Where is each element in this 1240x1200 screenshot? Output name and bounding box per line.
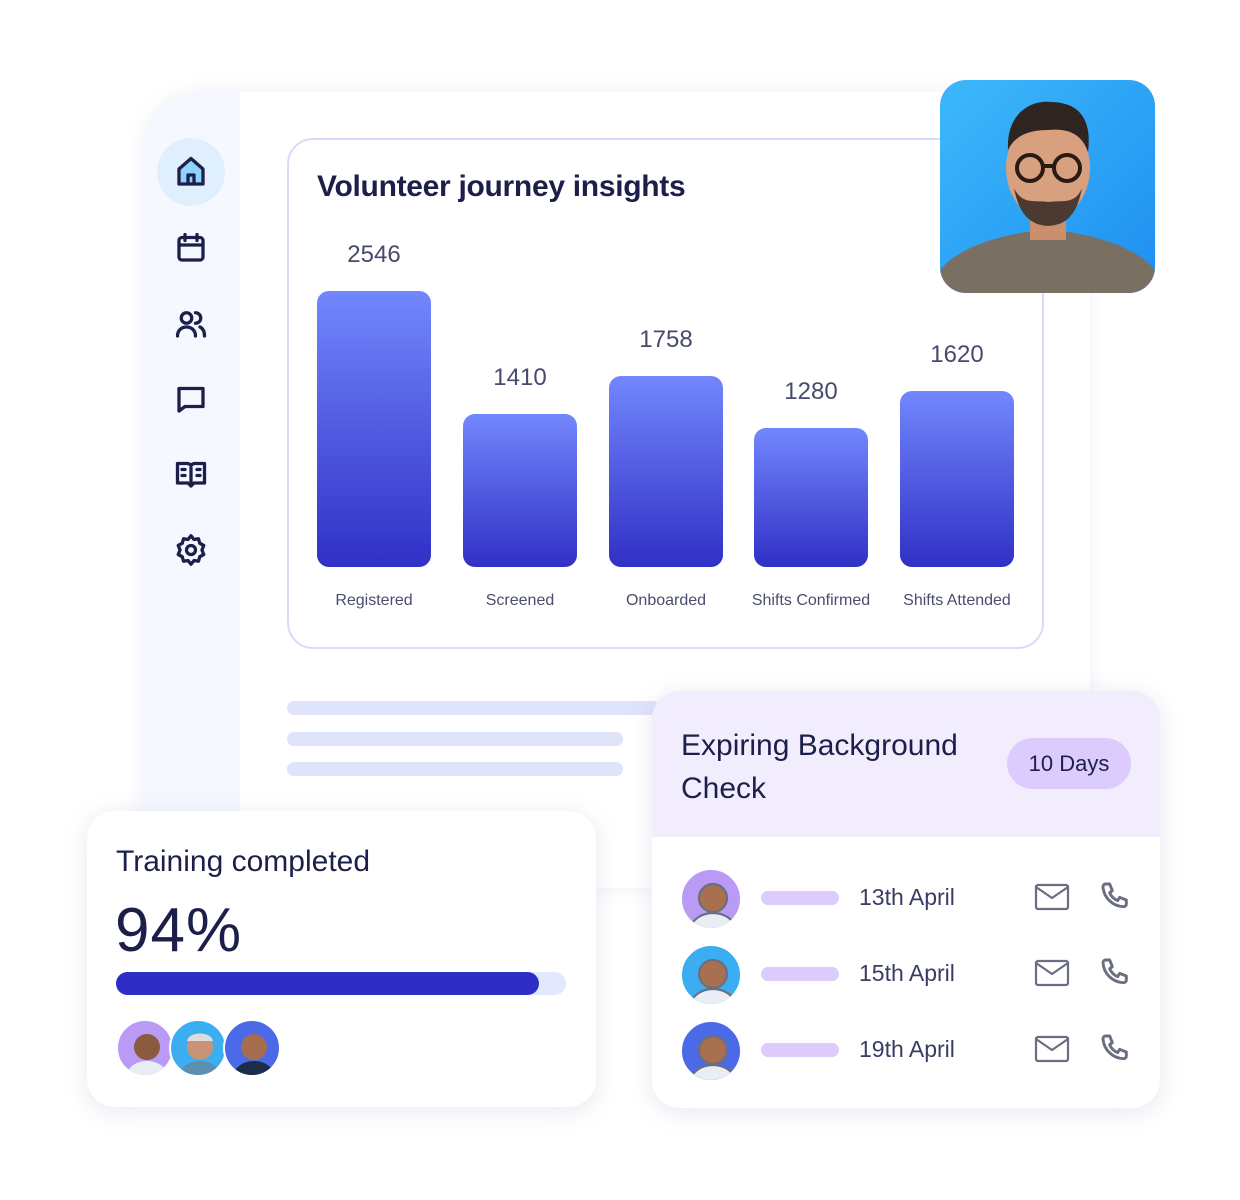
person-avatar [688,1034,738,1080]
category-label: Screened [485,592,555,609]
bar-value-label: 2546 [347,241,401,268]
list-item: 13th April [652,866,1160,930]
person-avatar [125,1034,169,1075]
home-icon [177,156,205,186]
person-avatar [688,958,738,1004]
category-label: Onboarded [625,592,707,609]
chat-icon [177,386,205,413]
sidebar-item-calendar[interactable] [157,214,225,282]
mail-icon[interactable] [1034,882,1070,912]
settings-icon [176,534,206,566]
category-label: Registered [335,592,413,609]
mail-icon[interactable] [1034,1034,1070,1064]
phone-icon[interactable] [1099,880,1131,912]
profile-photo [940,80,1155,293]
bar-value-label: 1410 [493,364,547,392]
person-avatar [178,1033,222,1075]
bar-value-label: 1758 [639,326,693,354]
users-icon [175,311,207,338]
expiry-date: 19th April [859,1036,955,1062]
training-title: Training completed [116,845,371,878]
expiry-date: 13th April [859,884,955,910]
avatar [680,1020,742,1082]
calendar-icon [177,232,205,262]
bar-1 [463,414,577,567]
avatar [680,868,742,930]
training-card: Training completed 94% [87,811,596,1107]
person-avatar [232,1034,276,1075]
sidebar-item-settings[interactable] [157,516,225,584]
bar-3 [754,428,868,567]
placeholder-line [287,701,660,715]
expiring-check-card: Expiring Background Check 10 Days 13th A… [652,691,1160,1108]
mail-icon[interactable] [1034,958,1070,988]
book-icon [175,461,207,488]
sidebar-item-home[interactable] [157,138,225,206]
avatar [680,944,742,1006]
sidebar-item-users[interactable] [157,290,225,358]
phone-icon[interactable] [1099,1032,1131,1064]
bar-value-label: 1620 [930,341,984,369]
training-percent: 94% [115,896,243,965]
expiring-title: Expiring Background Check [681,729,958,805]
bar-value-label: 1280 [784,378,838,406]
placeholder-line [287,732,623,746]
category-label: Shifts Confirmed [751,592,871,609]
phone-icon[interactable] [1099,956,1131,988]
training-progress-fill [116,972,539,995]
chart-card: Volunteer journey insights 2546 Registere… [287,138,1044,649]
name-placeholder [761,1043,839,1057]
avatar [223,1019,281,1077]
avatar [116,1019,174,1077]
list-item: 19th April [652,1018,1160,1082]
sidebar-item-messages[interactable] [157,365,225,433]
bar-2 [609,376,723,567]
person-avatar [688,882,738,928]
chart-title: Volunteer journey insights [317,170,686,203]
bar-0 [317,291,431,567]
name-placeholder [761,967,839,981]
training-progress-bar [116,972,566,995]
list-item: 15th April [652,942,1160,1006]
avatar [169,1019,227,1077]
bar-4 [900,391,1014,567]
sidebar-item-resources[interactable] [157,440,225,508]
category-label: Shifts Attended [903,592,1011,609]
person-photo [940,101,1155,293]
expiry-date: 15th April [859,960,955,986]
days-badge: 10 Days [1007,738,1131,789]
name-placeholder [761,891,839,905]
sidebar [142,92,240,888]
placeholder-line [287,762,623,776]
